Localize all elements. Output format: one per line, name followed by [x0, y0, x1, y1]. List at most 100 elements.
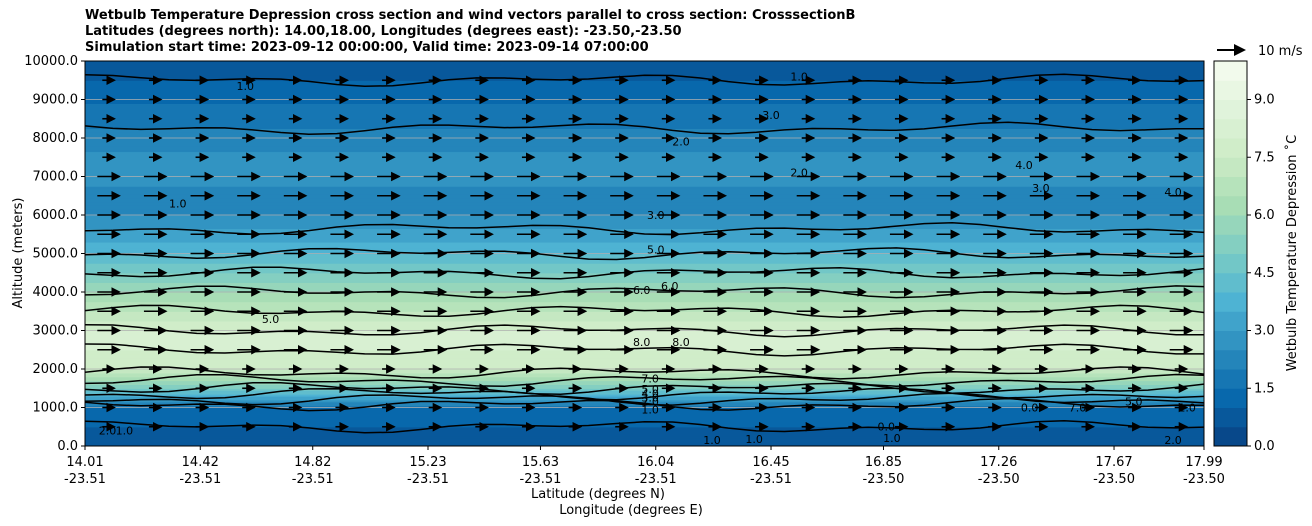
contour-line	[85, 266, 1204, 280]
y-tick-label: 2000.0	[33, 362, 79, 377]
field-band	[85, 122, 1204, 126]
field-band	[85, 86, 1204, 89]
y-tick-label: 9000.0	[33, 93, 79, 108]
contour-label: 8.0	[672, 336, 690, 349]
field-band	[85, 372, 1204, 376]
field-band	[85, 338, 1204, 341]
field-band	[85, 282, 1204, 285]
title-line-1: Wetbulb Temperature Depression cross sec…	[85, 8, 856, 23]
field-band	[85, 315, 1204, 318]
colorbar-segment	[1214, 349, 1247, 370]
field-band	[85, 251, 1204, 255]
field-band	[85, 367, 1204, 370]
field-band	[85, 222, 1204, 226]
colorbar-segment	[1214, 195, 1247, 216]
field-band	[85, 353, 1204, 357]
field-band	[85, 332, 1204, 335]
field-band	[85, 143, 1204, 147]
field-band	[85, 168, 1204, 172]
field-band	[85, 386, 1204, 389]
field-band	[85, 193, 1204, 197]
x-tick-label-lat: 17.99	[1185, 455, 1222, 470]
quiver-key-label: 10 m/s	[1258, 44, 1303, 59]
field-band	[85, 286, 1204, 289]
field-band	[85, 207, 1204, 210]
colorbar-segment	[1214, 369, 1247, 389]
x-tick-label-lon: -23.51	[292, 472, 334, 487]
colorbar-segment	[1214, 407, 1247, 428]
contour-line	[85, 73, 1204, 88]
y-tick-label: 8000.0	[33, 131, 79, 146]
contour-label: 5.0	[1125, 396, 1143, 409]
field-band	[85, 261, 1204, 264]
field-band	[85, 380, 1204, 384]
x-axis: 14.01 -23.51 14.42 -23.51 14.82 -23.51 15.23 -2…	[64, 446, 1225, 487]
field-band	[85, 243, 1204, 247]
contour-line	[85, 366, 1204, 380]
contour-line	[85, 387, 1204, 401]
colorbar-segment	[1214, 253, 1247, 274]
field-band	[85, 111, 1204, 114]
contour-label: 1.0	[169, 197, 187, 210]
field-band	[85, 317, 1204, 320]
field-band	[85, 270, 1204, 274]
contour-label: 1.0	[790, 70, 808, 83]
contour-label: 1.0	[883, 432, 901, 445]
colorbar-segment	[1214, 272, 1247, 293]
y-tick-label: 1000.0	[33, 401, 79, 416]
field-band	[85, 99, 1204, 103]
title-line-3: Simulation start time: 2023-09-12 00:00:…	[85, 40, 649, 55]
field-band	[85, 138, 1204, 141]
field-band	[85, 326, 1204, 330]
x-tick-label-lat: 16.85	[865, 455, 902, 470]
x-tick-label-lon: -23.51	[635, 472, 677, 487]
field-band	[85, 209, 1204, 212]
colorbar-tick-label: 1.5	[1254, 381, 1275, 396]
field-band	[85, 197, 1204, 201]
colorbar-segment	[1214, 311, 1247, 331]
field-band	[85, 265, 1204, 268]
contour-label: 4.0	[1015, 159, 1033, 172]
x-tick-label-lat: 14.01	[66, 455, 103, 470]
field-band	[85, 184, 1204, 187]
field-band	[85, 62, 1204, 66]
field-band	[85, 195, 1204, 199]
field-band	[85, 236, 1204, 239]
field-band	[85, 284, 1204, 287]
field-band	[85, 205, 1204, 208]
contour-line	[85, 285, 1204, 299]
x-tick-label-lon: -23.50	[1183, 472, 1225, 487]
contour-line	[85, 247, 1204, 261]
field-band	[85, 141, 1204, 145]
field-band	[85, 365, 1204, 368]
colorbar-tick-label: 3.0	[1254, 324, 1275, 339]
field-band	[85, 240, 1204, 243]
field-band	[85, 215, 1204, 218]
field-band	[85, 218, 1204, 222]
contour-line	[85, 343, 1204, 357]
field-band	[85, 430, 1204, 434]
field-band	[85, 440, 1204, 443]
field-band	[85, 147, 1204, 151]
field-band	[85, 153, 1204, 156]
field-band	[85, 124, 1204, 128]
field-band	[85, 322, 1204, 326]
field-band	[85, 64, 1204, 68]
field-band	[85, 128, 1204, 131]
field-band	[85, 345, 1204, 349]
contour-lines	[85, 73, 1204, 434]
colorbar-segment	[1214, 99, 1247, 120]
field-band	[85, 174, 1204, 178]
contour-label: 2.0	[790, 167, 808, 180]
field-band	[85, 139, 1204, 143]
colorbar-segment	[1214, 388, 1247, 408]
field-band	[85, 136, 1204, 139]
field-band	[85, 78, 1204, 81]
colorbar-segment	[1214, 138, 1247, 158]
field-band	[85, 334, 1204, 337]
field-band	[85, 328, 1204, 332]
field-band	[85, 374, 1204, 378]
field-band	[85, 116, 1204, 120]
field-band	[85, 436, 1204, 439]
field-band	[85, 91, 1204, 95]
